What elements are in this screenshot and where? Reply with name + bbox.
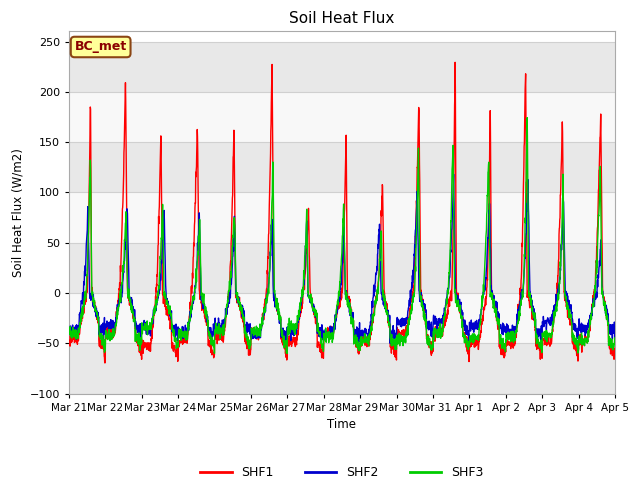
Bar [69,142,615,192]
SHF3 [563,306,571,312]
SHF1 [358,336,365,342]
SHF3 [579,333,586,339]
Line: SHF3: SHF3 [69,118,615,353]
SHF3 [283,350,291,356]
SHF3 [501,344,509,349]
Bar [69,192,615,243]
SHF2 [563,298,571,304]
SHF1 [451,60,459,65]
Y-axis label: Soil Heat Flux (W/m2): Soil Heat Flux (W/m2) [11,148,24,277]
SHF3 [611,342,619,348]
Line: SHF2: SHF2 [69,174,615,343]
SHF2 [387,340,394,346]
SHF1 [370,312,378,317]
SHF3 [358,334,365,340]
Text: BC_met: BC_met [74,40,127,53]
SHF3 [65,327,73,333]
SHF1 [579,336,586,342]
Bar [69,343,615,394]
Legend: SHF1, SHF2, SHF3: SHF1, SHF2, SHF3 [195,461,489,480]
SHF2 [450,171,458,177]
Line: SHF1: SHF1 [69,62,615,363]
SHF2 [501,324,509,329]
Bar [69,92,615,142]
Title: Soil Heat Flux: Soil Heat Flux [289,11,395,26]
SHF3 [218,329,225,335]
SHF2 [218,327,225,333]
SHF3 [524,115,531,120]
SHF2 [370,291,378,297]
SHF2 [611,340,619,346]
SHF1 [65,338,73,344]
SHF1 [563,299,571,305]
SHF1 [611,355,619,360]
X-axis label: Time: Time [328,418,356,431]
SHF2 [579,329,586,335]
Bar [69,243,615,293]
SHF1 [101,360,109,366]
SHF3 [370,313,378,319]
SHF1 [501,346,509,351]
SHF2 [65,332,73,337]
SHF1 [218,335,225,341]
Bar [69,293,615,343]
SHF2 [358,335,365,340]
Bar [69,41,615,92]
